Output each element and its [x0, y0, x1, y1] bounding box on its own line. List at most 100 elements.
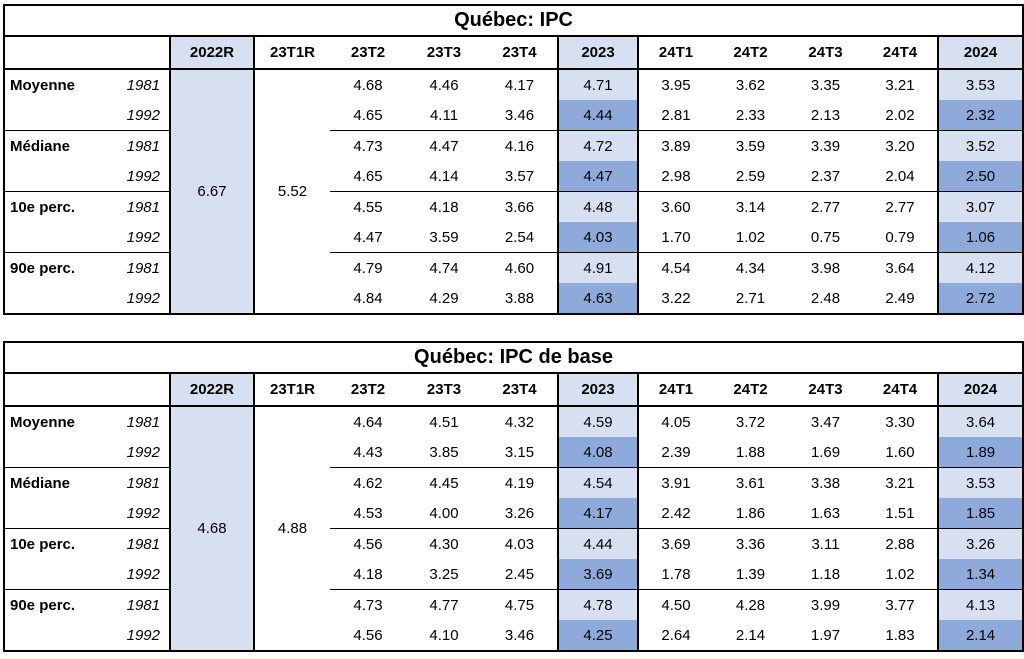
cell-value: 3.89: [637, 130, 713, 161]
column-header-2022r: 2022R: [169, 36, 254, 70]
cell-value: 4.10: [429, 626, 459, 644]
cell-value: 4.08: [557, 437, 638, 468]
cell-value: 4.25: [557, 620, 638, 651]
table-row: 1992 4.43 3.85 3.15 4.08 2.39 1.88 1.69 1.60 1.89: [4, 437, 1024, 468]
cell-value: 3.61: [713, 467, 788, 498]
row-group-label: 90e perc.: [4, 589, 106, 620]
cell-value: 2.49: [885, 289, 915, 307]
table-row: Médiane 1981 4.62 4.45 4.19 4.54 3.91 3.61 3.38 3…: [4, 467, 1024, 498]
table-row: 1992 4.56 4.10 3.46 4.25 2.64 2.14 1.97 1.83 2.14: [4, 620, 1024, 651]
row-group-label: 10e perc.: [4, 528, 106, 559]
row-year-label: 1992: [126, 565, 160, 583]
cell-value: 4.28: [713, 589, 788, 620]
column-header-23t4: 23T4: [482, 36, 558, 70]
cell-value: 2.42: [637, 498, 713, 529]
cell-value: 3.85: [429, 443, 459, 461]
cell-value: 4.78: [557, 589, 638, 620]
merged-23t1r-value: 5.52: [253, 69, 330, 314]
cell-value: 3.69: [637, 528, 713, 559]
cell-value: 4.11: [429, 106, 459, 124]
cell-value: 2.14: [735, 626, 766, 644]
column-header-24t1: 24T1: [637, 373, 713, 407]
table-row: 1992 4.65 4.14 3.57 4.47 2.98 2.59 2.37 2.04 2.50: [4, 161, 1024, 192]
cell-value: 3.95: [637, 69, 713, 100]
cell-value: 3.57: [504, 167, 535, 185]
table-row: 90e perc. 1981 4.79 4.74 4.60 4.91 4.54 4.34 3.9…: [4, 252, 1024, 283]
table-row: Moyenne 1981 4.68 4.88 4.64 4.51 4.32 4.59 4.05 3…: [4, 406, 1024, 651]
cell-value: 2.98: [637, 161, 713, 192]
row-group-label: [4, 498, 106, 529]
cell-value: 4.48: [557, 191, 638, 222]
cell-value: 3.21: [885, 76, 915, 94]
cell-value: 4.65: [353, 106, 383, 124]
row-group-label: 10e perc.: [4, 191, 106, 222]
cell-value: 3.59: [713, 130, 788, 161]
cell-value: 4.05: [637, 406, 713, 437]
table-row: 1992 4.65 4.11 3.46 4.44 2.81 2.33 2.13 2.02 2.32: [4, 100, 1024, 131]
cell-value: 4.12: [936, 252, 1024, 283]
cell-value: 3.64: [936, 406, 1024, 437]
cell-value: 3.59: [429, 228, 459, 246]
cell-value: 4.13: [936, 589, 1024, 620]
cell-value: 3.69: [557, 559, 638, 590]
cell-value: 4.65: [353, 167, 383, 185]
column-header-2023: 2023: [557, 36, 638, 70]
cell-value: 4.45: [406, 467, 482, 498]
cell-value: 4.17: [557, 498, 638, 529]
row-year-label: 1981: [106, 191, 170, 222]
cell-value: 3.98: [788, 252, 863, 283]
cell-value: 1.88: [735, 443, 766, 461]
row-group-label: Médiane: [4, 130, 106, 161]
column-header-2022r: 2022R: [169, 373, 254, 407]
cell-value: 4.17: [504, 76, 535, 94]
column-header-24t2: 24T2: [713, 373, 788, 407]
column-header-24t3: 24T3: [788, 373, 863, 407]
row-group-label: [4, 161, 106, 192]
cell-value: 3.77: [863, 589, 938, 620]
cell-value: 3.14: [713, 191, 788, 222]
cell-value: 2.77: [863, 191, 938, 222]
cell-value: 4.47: [406, 130, 482, 161]
cell-value: 4.79: [330, 252, 406, 283]
cell-value: 1.86: [735, 504, 766, 522]
column-header-23t1r: 23T1R: [253, 36, 330, 70]
row-group-label: [4, 283, 106, 314]
cell-value: 2.48: [810, 289, 841, 307]
cell-value: 4.73: [330, 589, 406, 620]
row-group-label: [4, 100, 106, 131]
cell-value: 3.46: [504, 106, 535, 124]
merged-2022r-value: 6.67: [169, 69, 254, 314]
cell-value: 3.26: [504, 504, 535, 522]
cell-value: 1.63: [810, 504, 841, 522]
cell-value: 4.46: [429, 76, 459, 94]
cell-value: 3.25: [429, 565, 459, 583]
cell-value: 4.59: [557, 406, 638, 437]
row-group-label: [4, 559, 106, 590]
cell-value: 2.88: [863, 528, 938, 559]
cell-value: 4.56: [353, 626, 383, 644]
cell-value: 4.18: [406, 191, 482, 222]
table-row: 1992 4.47 3.59 2.54 4.03 1.70 1.02 0.75 0.79 1.06: [4, 222, 1024, 253]
cell-value: 4.62: [330, 467, 406, 498]
cell-value: 3.53: [936, 467, 1024, 498]
cell-value: 4.64: [353, 413, 383, 431]
cell-value: 4.60: [482, 252, 558, 283]
cell-value: 3.52: [936, 130, 1024, 161]
cell-value: 3.91: [637, 467, 713, 498]
cell-value: 3.66: [482, 191, 558, 222]
cell-value: 3.35: [810, 76, 841, 94]
cell-value: 3.20: [863, 130, 938, 161]
cell-value: 1.78: [637, 559, 713, 590]
cell-value: 2.14: [936, 620, 1024, 651]
row-group-label: [4, 620, 106, 651]
cell-value: 4.43: [353, 443, 383, 461]
cell-value: 3.36: [713, 528, 788, 559]
cell-value: 4.50: [637, 589, 713, 620]
cell-value: 3.88: [504, 289, 535, 307]
cell-value: 4.74: [406, 252, 482, 283]
column-header-2023: 2023: [557, 373, 638, 407]
cell-value: 4.51: [429, 413, 459, 431]
table-row: 1992 4.53 4.00 3.26 4.17 2.42 1.86 1.63 1.51 1.85: [4, 498, 1024, 529]
row-year-label: 1992: [126, 626, 160, 644]
